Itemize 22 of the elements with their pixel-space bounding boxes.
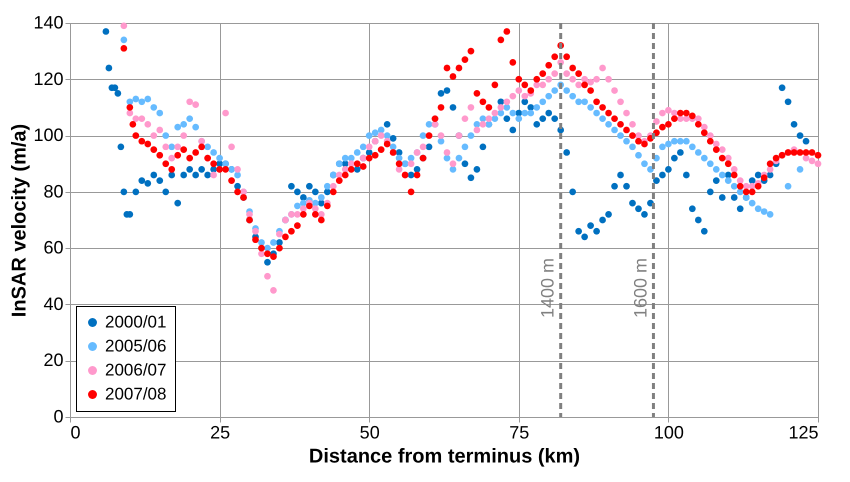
y-tick-label: 80: [43, 181, 64, 202]
x-tick-label: 100: [654, 422, 684, 442]
x-axis-title: Distance from terminus (km): [308, 446, 580, 468]
y-tick-label: 100: [33, 125, 64, 146]
x-tick-label: 125: [788, 422, 818, 442]
y-tick-label: 120: [33, 68, 64, 89]
y-axis-title: InSAR velocity (m/a): [8, 124, 30, 318]
x-tick-label: 25: [210, 422, 230, 442]
y-tick-label: 140: [33, 12, 64, 32]
ref-line-label: 1400 m: [538, 258, 558, 318]
legend-label: 2000/01: [105, 312, 166, 332]
legend-label: 2005/06: [105, 336, 166, 356]
y-tick-label: 40: [43, 294, 64, 314]
y-tick-label: 60: [43, 238, 64, 258]
x-tick-label: 50: [360, 422, 380, 442]
legend-label: 2006/07: [105, 360, 166, 380]
x-tick-label: 75: [509, 422, 530, 442]
legend-label: 2007/08: [105, 384, 166, 404]
ref-line-label: 1600 m: [630, 258, 650, 318]
x-tick-label: 0: [70, 422, 81, 442]
y-tick-label: 20: [43, 350, 64, 370]
y-tick-label: 0: [53, 406, 64, 426]
